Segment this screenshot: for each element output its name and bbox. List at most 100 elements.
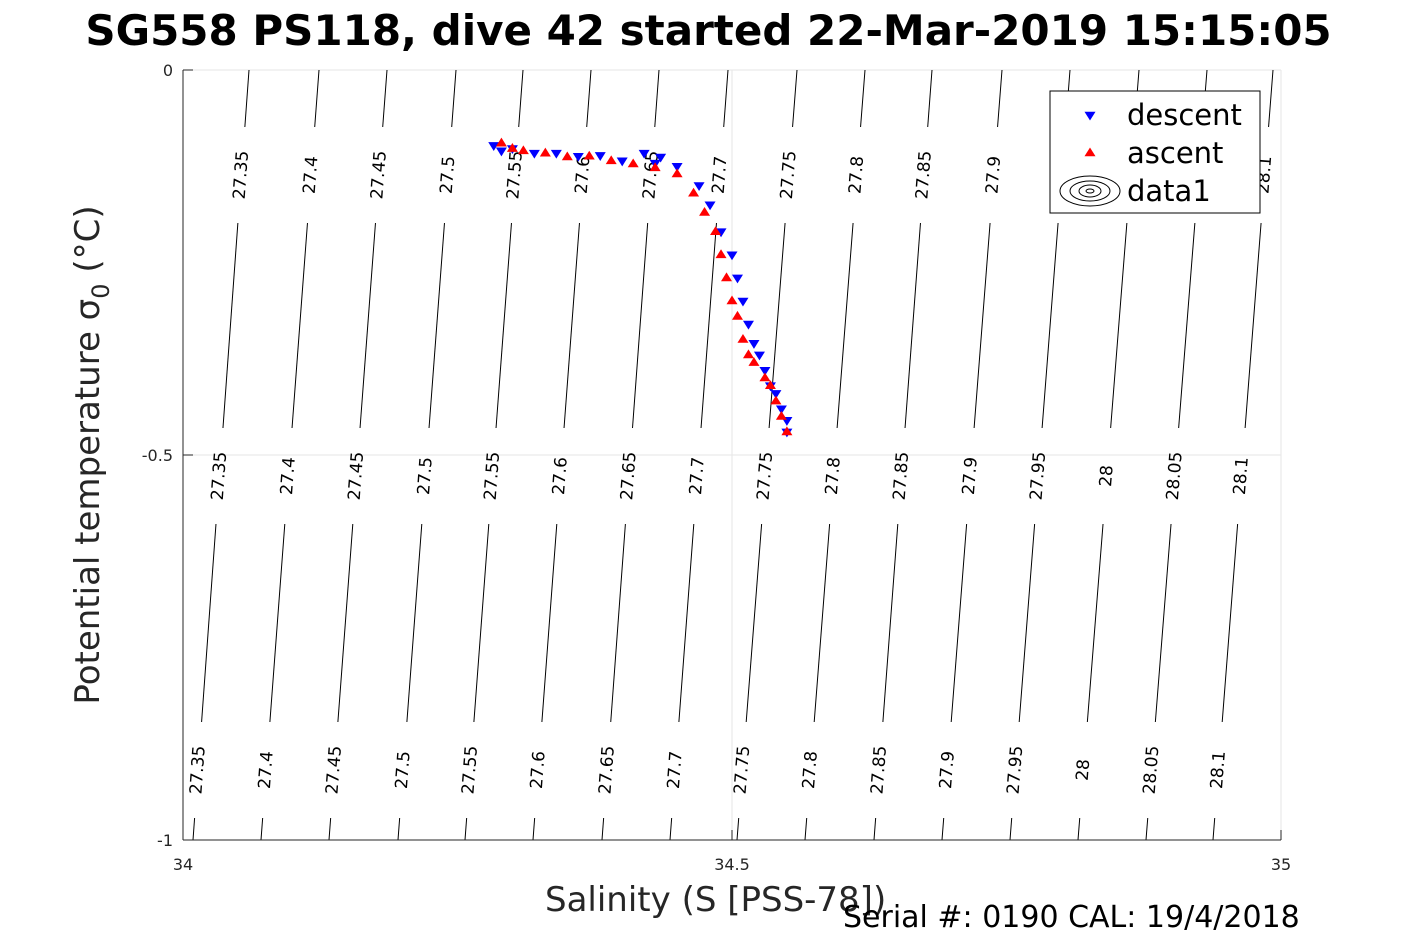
isopycnal: 27.7 27.7 27.7 (664, 69, 731, 841)
isopycnal-label: 27.35 (230, 150, 253, 200)
ascent-marker (721, 272, 733, 282)
descent-marker (775, 405, 787, 415)
isopycnal: 27.85 27.85 27.85 (867, 69, 936, 841)
isopycnal-label: 27.8 (845, 155, 868, 194)
isopycnal-segment (700, 222, 717, 429)
isopycnal-label: 27.45 (367, 150, 391, 200)
ascent-marker (737, 334, 749, 343)
isopycnal-segment (1041, 222, 1059, 429)
isopycnal-label: 27.45 (345, 451, 369, 501)
ascent-marker (731, 310, 743, 320)
isopycnal-label: 27.65 (595, 745, 619, 795)
descent-marker (753, 351, 765, 361)
isopycnal-segment (745, 523, 763, 723)
isopycnal-label: 27.5 (437, 155, 460, 194)
isopycnal-segment (836, 222, 854, 429)
ascent-marker (688, 187, 700, 197)
legend-box (1049, 90, 1261, 214)
isopycnal: 27.6 27.6 27.6 (527, 69, 595, 841)
descent-marker (770, 390, 782, 399)
isopycnal: 27.35 27.35 27.35 (186, 69, 253, 841)
isopycnal-segment (451, 69, 457, 128)
isopycnal-segment (244, 69, 250, 128)
isopycnal-label: 28 (1096, 464, 1118, 487)
y-axis-label-main: Potential temperature (68, 320, 108, 705)
ascent-marker (627, 158, 639, 168)
isopycnal-label: 27.5 (392, 750, 415, 789)
isopycnal-segment (927, 69, 933, 128)
descent-marker (550, 149, 562, 159)
isopycnal-segment (882, 523, 899, 723)
isopycnal-segment (904, 222, 921, 429)
legend-label: data1 (1127, 174, 1211, 208)
isopycnal-label: 27.9 (936, 750, 959, 789)
ascent-marker (561, 151, 573, 161)
x-tick-label: 34 (173, 855, 193, 874)
y-axis-label: Potential temperature σ0 (°C) (68, 205, 115, 705)
chart-title: SG558 PS118, dive 42 started 22-Mar-2019… (85, 6, 1332, 55)
isopycnal-label: 27.4 (300, 155, 323, 194)
isopycnal-segment (428, 222, 445, 429)
x-axis-label: Salinity (S [PSS-78]) (545, 880, 887, 920)
descent-marker (594, 152, 606, 161)
isopycnal-label: 27.95 (1004, 745, 1028, 795)
isopycnal-segment (1221, 523, 1239, 723)
isopycnal: 27.9 27.9 27.9 (936, 69, 1005, 841)
isopycnal-segment (813, 523, 831, 723)
isopycnal-label: 27.4 (255, 750, 278, 789)
legend-contour-icon (1059, 175, 1121, 207)
ascent-marker (726, 295, 738, 305)
isopycnal-segment (314, 69, 320, 128)
isopycnal-segment (291, 222, 308, 429)
isopycnal-segment (337, 523, 354, 723)
isopycnal-label: 27.95 (1027, 451, 1051, 501)
isopycnal-segment (222, 222, 239, 429)
ascent-marker (699, 206, 711, 216)
descent-marker (616, 157, 628, 167)
isopycnal: 27.75 27.75 27.75 (731, 69, 801, 841)
isopycnal-segment (1009, 817, 1013, 841)
descent-marker (671, 162, 683, 172)
isopycnal-segment (1145, 817, 1149, 841)
isopycnal-label: 27.6 (572, 155, 595, 194)
isopycnal-label: 27.7 (664, 750, 687, 789)
isopycnal-label: 27.35 (186, 745, 209, 795)
ascent-marker (506, 143, 518, 152)
ascent-marker (710, 226, 722, 235)
ascent-marker (583, 150, 595, 160)
isopycnal-segment (973, 222, 991, 429)
isopycnal-label: 27.85 (912, 150, 936, 200)
descent-marker (742, 320, 754, 330)
ascent-marker (775, 411, 787, 420)
isopycnal: 27.4 27.4 27.4 (255, 69, 323, 841)
descent-marker (704, 201, 716, 211)
ascent-marker (517, 145, 529, 155)
isopycnal-segment (397, 817, 401, 841)
ascent-marker (759, 372, 771, 382)
isopycnal-label: 27.4 (277, 456, 300, 495)
isopycnal-segment (860, 69, 866, 128)
isopycnal-label: 27.8 (799, 750, 822, 789)
legend-ascent-marker (1084, 147, 1096, 157)
legend-contour-icon (1069, 180, 1111, 202)
plot-axes: 34 34.5 35 0 -0.5 -1 (142, 61, 1291, 874)
ascent-marker (748, 357, 760, 366)
x-tick-label: 35 (1271, 855, 1291, 874)
isopycnal-segment (1110, 222, 1128, 429)
descent-marker (731, 274, 743, 284)
isopycnal-label: 27.5 (414, 456, 437, 495)
isopycnal-label: 28 (1073, 758, 1095, 781)
isopycnal-label: 28.05 (1163, 451, 1187, 501)
isopycnal-segment (269, 523, 286, 723)
isopycnal-label: 27.35 (208, 451, 231, 501)
isopycnal-segment (873, 817, 877, 841)
isopycnal-segment (495, 222, 512, 429)
isopycnal: 27.5 27.5 27.5 (392, 69, 460, 841)
ascent-series (495, 137, 793, 436)
isopycnal-segment (1178, 222, 1196, 429)
legend-label: ascent (1127, 136, 1223, 170)
ascent-marker (605, 155, 617, 165)
isopycnal-segment (768, 222, 786, 429)
isopycnal-segment (723, 69, 729, 128)
